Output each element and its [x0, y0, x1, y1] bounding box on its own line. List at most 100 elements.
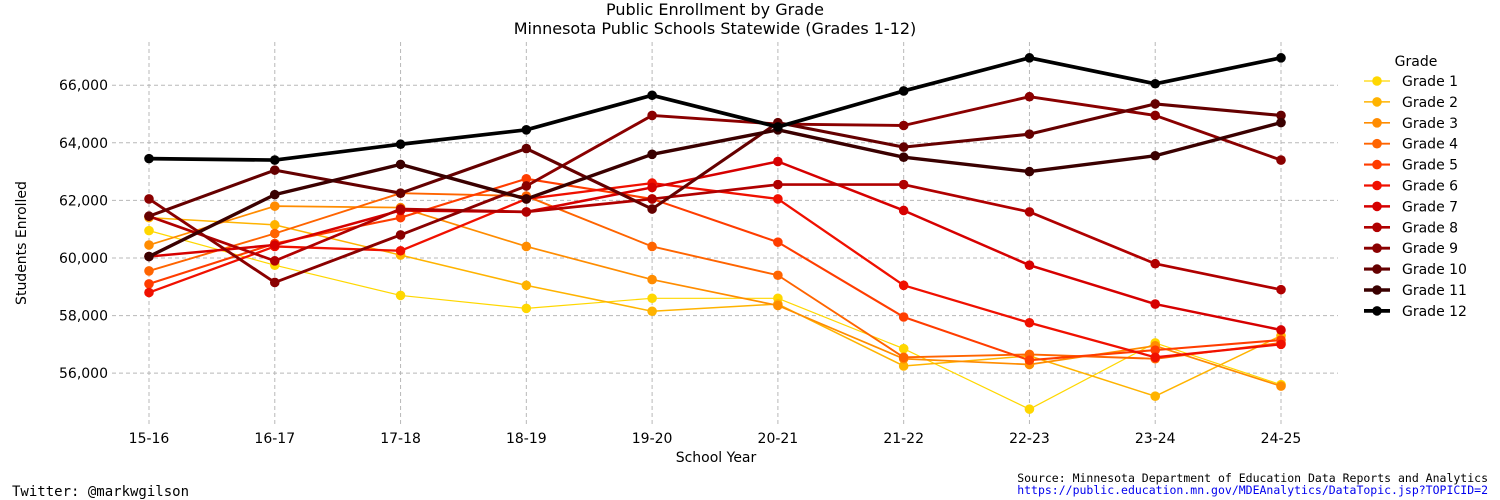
- x-tick-label: 19-20: [632, 431, 673, 447]
- series-line: [148, 177, 1282, 362]
- data-point: [647, 241, 657, 252]
- data-point: [1276, 110, 1286, 121]
- series-grade-1: [144, 225, 1286, 414]
- legend-marker: [1372, 285, 1382, 295]
- data-point: [1276, 284, 1286, 295]
- data-point: [1024, 166, 1035, 177]
- y-axis: 56,000 58,000 60,000 62,000 64,000 66,000: [59, 78, 108, 382]
- series-line: [148, 181, 1282, 359]
- data-point: [647, 194, 657, 204]
- legend-marker: [1372, 264, 1382, 274]
- legend-label: Grade 10: [1402, 262, 1467, 278]
- data-point: [1150, 391, 1161, 402]
- data-point: [898, 142, 909, 152]
- data-point: [647, 274, 657, 285]
- data-point: [269, 189, 280, 200]
- data-point: [521, 143, 532, 154]
- y-tick-label: 56,000: [59, 366, 108, 382]
- data-point: [773, 122, 783, 132]
- data-point: [647, 306, 657, 317]
- data-point: [1150, 345, 1161, 355]
- data-point: [1150, 258, 1161, 269]
- data-point: [898, 152, 909, 162]
- y-tick-label: 62,000: [59, 193, 108, 209]
- data-point: [395, 139, 406, 150]
- legend-marker: [1372, 138, 1382, 149]
- data-point: [647, 110, 657, 121]
- data-point: [395, 290, 406, 301]
- data-point: [898, 120, 909, 131]
- data-point: [521, 173, 532, 184]
- series-line: [148, 120, 1282, 259]
- data-point: [144, 240, 154, 250]
- series-grade-11: [144, 117, 1286, 262]
- data-point: [773, 156, 783, 167]
- y-tick-label: 64,000: [59, 136, 108, 152]
- x-axis-label: School Year: [676, 450, 757, 466]
- data-point: [647, 182, 657, 193]
- data-point: [1150, 78, 1161, 89]
- source-url-link[interactable]: https://public.education.mn.gov/MDEAnaly…: [1017, 483, 1488, 497]
- data-point: [521, 125, 532, 135]
- legend-label: Grade 8: [1402, 220, 1458, 236]
- data-point: [395, 204, 406, 214]
- series-line: [148, 95, 1282, 284]
- data-point: [269, 220, 280, 230]
- x-tick-label: 18-19: [506, 431, 547, 447]
- data-point: [1276, 381, 1286, 391]
- data-point: [647, 293, 657, 304]
- chart-title: Public Enrollment by Grade: [606, 0, 824, 19]
- data-point: [269, 228, 280, 239]
- data-point: [395, 230, 406, 240]
- series-grade-3: [144, 201, 1286, 391]
- data-point: [1276, 53, 1286, 63]
- data-point: [521, 280, 532, 291]
- data-point: [1150, 99, 1161, 109]
- series-grade-8: [144, 179, 1286, 295]
- legend-label: Grade 7: [1402, 199, 1458, 215]
- data-point: [269, 155, 280, 165]
- data-point: [269, 201, 280, 211]
- legend-marker: [1372, 243, 1382, 253]
- data-point: [269, 256, 280, 266]
- data-point: [773, 179, 783, 190]
- data-point: [1024, 53, 1035, 63]
- data-point: [647, 149, 657, 160]
- data-point: [521, 207, 532, 217]
- data-point: [898, 280, 909, 291]
- x-tick-label: 21-22: [883, 431, 924, 447]
- x-tick-label: 15-16: [129, 431, 170, 447]
- data-point: [898, 205, 909, 216]
- series-line: [148, 102, 1282, 218]
- data-point: [269, 277, 280, 288]
- data-point: [1024, 404, 1035, 414]
- y-tick-label: 66,000: [59, 78, 108, 94]
- data-point: [1276, 117, 1286, 128]
- legend-label: Grade 4: [1402, 137, 1458, 153]
- data-point: [144, 153, 154, 164]
- series-group: [144, 53, 1286, 414]
- data-point: [521, 303, 532, 314]
- data-point: [144, 287, 154, 298]
- legend-marker: [1372, 97, 1382, 107]
- series-grade-5: [144, 173, 1286, 366]
- data-point: [898, 343, 909, 354]
- data-point: [1024, 355, 1035, 366]
- data-point: [773, 237, 783, 247]
- legend-marker: [1372, 159, 1382, 170]
- data-point: [1024, 260, 1035, 270]
- data-point: [521, 194, 532, 204]
- x-tick-label: 17-18: [380, 431, 421, 447]
- data-point: [144, 266, 154, 276]
- source-text: Source: Minnesota Department of Educatio…: [1017, 471, 1488, 485]
- data-point: [898, 312, 909, 322]
- data-point: [647, 204, 657, 214]
- data-point: [773, 194, 783, 204]
- x-axis: 15-16 16-17 17-18 18-19 19-20 20-21 21-22 22-23…: [129, 431, 1302, 447]
- data-point: [395, 245, 406, 256]
- series-line: [148, 160, 1282, 332]
- data-point: [898, 352, 909, 363]
- series-line: [148, 183, 1282, 291]
- data-point: [144, 194, 154, 204]
- data-point: [144, 211, 154, 222]
